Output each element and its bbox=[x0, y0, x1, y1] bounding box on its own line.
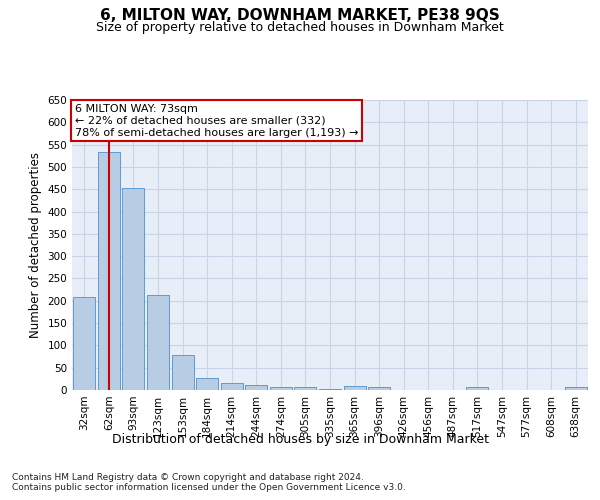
Bar bbox=[368, 387, 390, 390]
Bar bbox=[73, 297, 95, 390]
Text: Size of property relative to detached houses in Downham Market: Size of property relative to detached ho… bbox=[96, 21, 504, 34]
Bar bbox=[344, 386, 365, 390]
Bar bbox=[221, 384, 243, 390]
Bar bbox=[245, 384, 268, 390]
Bar bbox=[172, 355, 194, 390]
Bar bbox=[295, 387, 316, 390]
Bar bbox=[466, 387, 488, 390]
Bar bbox=[122, 188, 145, 390]
Text: Contains public sector information licensed under the Open Government Licence v3: Contains public sector information licen… bbox=[12, 484, 406, 492]
Bar bbox=[98, 152, 120, 390]
Bar bbox=[565, 387, 587, 390]
Bar bbox=[270, 387, 292, 390]
Text: Distribution of detached houses by size in Downham Market: Distribution of detached houses by size … bbox=[112, 432, 488, 446]
Bar bbox=[196, 378, 218, 390]
Bar bbox=[319, 388, 341, 390]
Text: 6, MILTON WAY, DOWNHAM MARKET, PE38 9QS: 6, MILTON WAY, DOWNHAM MARKET, PE38 9QS bbox=[100, 8, 500, 22]
Y-axis label: Number of detached properties: Number of detached properties bbox=[29, 152, 42, 338]
Text: 6 MILTON WAY: 73sqm
← 22% of detached houses are smaller (332)
78% of semi-detac: 6 MILTON WAY: 73sqm ← 22% of detached ho… bbox=[74, 104, 358, 138]
Text: Contains HM Land Registry data © Crown copyright and database right 2024.: Contains HM Land Registry data © Crown c… bbox=[12, 472, 364, 482]
Bar bbox=[147, 296, 169, 390]
